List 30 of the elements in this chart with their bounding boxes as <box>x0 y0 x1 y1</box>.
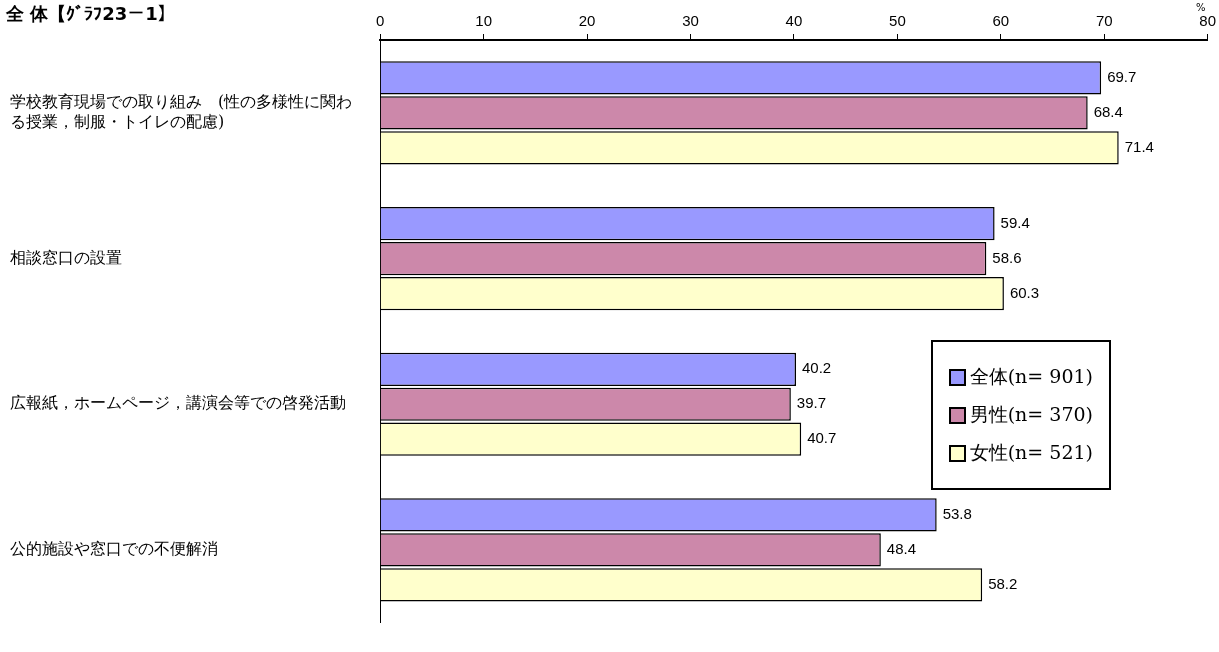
data-label: 40.7 <box>807 429 837 447</box>
data-label: 59.4 <box>1000 213 1030 231</box>
x-tick-label: 60 <box>992 12 1010 30</box>
y-tick-label: 公的施設や窓口での不便解消 <box>10 539 218 559</box>
data-label: 68.4 <box>1093 102 1123 120</box>
y-tick-label: 相談窓口の設置 <box>10 247 122 267</box>
y-tick-label: 学校教育現場での取り組み (性の多様性に関わる授業，制服・トイレの配慮) <box>10 92 353 131</box>
data-label: 58.6 <box>992 248 1022 266</box>
x-tick-label: 80 <box>1199 12 1216 30</box>
legend-label: 全体(n= 901) <box>969 364 1093 389</box>
text: 全 体【ｸﾞﾗﾌ23－1】 <box>6 2 176 26</box>
data-label: 60.3 <box>1009 283 1040 301</box>
data-label: 40.2 <box>802 359 832 377</box>
data-label: 39.7 <box>796 394 827 412</box>
data-label: 48.4 <box>886 540 917 558</box>
x-tick-label: 70 <box>1095 12 1113 30</box>
legend-label: 女性(n= 521) <box>969 440 1093 465</box>
data-label: 71.4 <box>1124 137 1154 155</box>
x-tick-label: 40 <box>785 12 803 30</box>
x-tick-label: 20 <box>578 12 596 30</box>
data-label: 69.7 <box>1107 68 1137 86</box>
data-label: 53.8 <box>942 505 972 523</box>
legend-label: 男性(n= 370) <box>969 402 1093 427</box>
y-tick-label: 広報紙，ホームページ，講演会等での啓発活動 <box>10 393 346 413</box>
x-tick-label: 30 <box>682 12 699 30</box>
x-tick-label: 10 <box>475 12 493 30</box>
x-tick-label: 0 <box>376 12 385 30</box>
data-label: 58.2 <box>988 575 1018 593</box>
x-axis-title: % <box>1196 2 1206 13</box>
x-tick-label: 50 <box>889 12 906 30</box>
